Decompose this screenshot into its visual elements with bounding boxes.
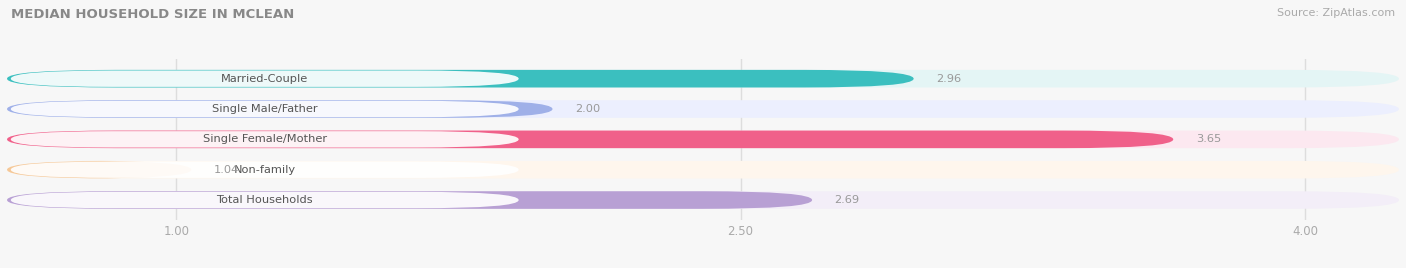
Text: 2.00: 2.00	[575, 104, 600, 114]
Text: 2.69: 2.69	[835, 195, 860, 205]
Text: Source: ZipAtlas.com: Source: ZipAtlas.com	[1277, 8, 1395, 18]
Text: MEDIAN HOUSEHOLD SIZE IN MCLEAN: MEDIAN HOUSEHOLD SIZE IN MCLEAN	[11, 8, 294, 21]
Text: 2.96: 2.96	[936, 74, 962, 84]
FancyBboxPatch shape	[7, 131, 1173, 148]
Text: Single Female/Mother: Single Female/Mother	[202, 134, 326, 144]
FancyBboxPatch shape	[11, 131, 519, 148]
FancyBboxPatch shape	[7, 191, 813, 209]
FancyBboxPatch shape	[7, 161, 191, 178]
Text: Total Households: Total Households	[217, 195, 314, 205]
Text: Single Male/Father: Single Male/Father	[212, 104, 318, 114]
FancyBboxPatch shape	[7, 191, 1399, 209]
FancyBboxPatch shape	[11, 192, 519, 208]
Text: Married-Couple: Married-Couple	[221, 74, 308, 84]
FancyBboxPatch shape	[11, 70, 519, 87]
FancyBboxPatch shape	[7, 70, 1399, 87]
Text: 1.04: 1.04	[214, 165, 239, 175]
FancyBboxPatch shape	[7, 161, 1399, 178]
FancyBboxPatch shape	[11, 101, 519, 117]
FancyBboxPatch shape	[11, 162, 519, 178]
FancyBboxPatch shape	[7, 100, 553, 118]
FancyBboxPatch shape	[7, 131, 1399, 148]
Text: Non-family: Non-family	[233, 165, 295, 175]
FancyBboxPatch shape	[7, 70, 914, 87]
Text: 3.65: 3.65	[1197, 134, 1220, 144]
FancyBboxPatch shape	[7, 100, 1399, 118]
